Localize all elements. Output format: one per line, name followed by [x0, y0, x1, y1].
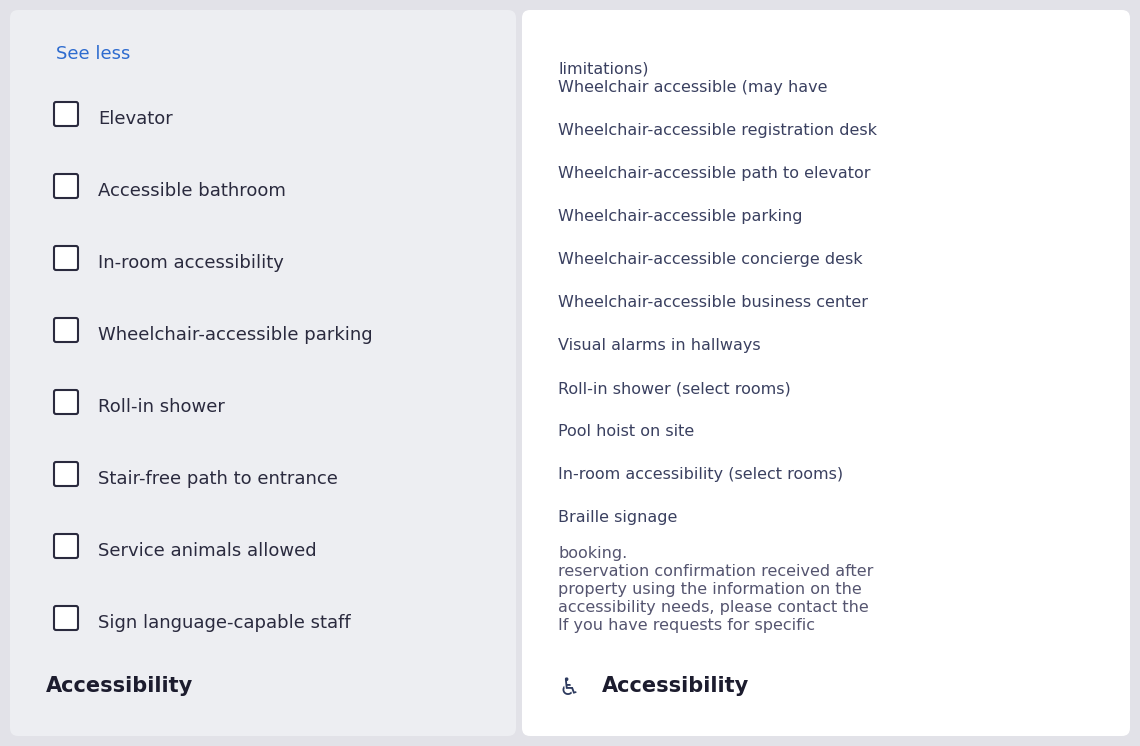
Text: Braille signage: Braille signage — [557, 510, 677, 525]
Text: In-room accessibility: In-room accessibility — [98, 254, 284, 272]
Text: Elevator: Elevator — [98, 110, 173, 128]
Text: In-room accessibility (select rooms): In-room accessibility (select rooms) — [557, 467, 844, 482]
Text: Wheelchair-accessible parking: Wheelchair-accessible parking — [98, 326, 373, 344]
Text: Wheelchair accessible (may have: Wheelchair accessible (may have — [557, 80, 828, 95]
Text: booking.: booking. — [557, 546, 627, 561]
Text: If you have requests for specific: If you have requests for specific — [557, 618, 815, 633]
Text: See less: See less — [56, 45, 130, 63]
Text: Wheelchair-accessible concierge desk: Wheelchair-accessible concierge desk — [557, 252, 863, 267]
FancyBboxPatch shape — [54, 174, 78, 198]
FancyBboxPatch shape — [54, 318, 78, 342]
Text: Wheelchair-accessible business center: Wheelchair-accessible business center — [557, 295, 868, 310]
FancyBboxPatch shape — [54, 390, 78, 414]
FancyBboxPatch shape — [522, 10, 1130, 736]
Text: Accessible bathroom: Accessible bathroom — [98, 182, 286, 200]
Text: Pool hoist on site: Pool hoist on site — [557, 424, 694, 439]
Text: limitations): limitations) — [557, 62, 649, 77]
Text: Wheelchair-accessible parking: Wheelchair-accessible parking — [557, 209, 803, 224]
Text: ♿: ♿ — [557, 676, 579, 700]
FancyBboxPatch shape — [54, 462, 78, 486]
Text: Visual alarms in hallways: Visual alarms in hallways — [557, 338, 760, 353]
Text: Service animals allowed: Service animals allowed — [98, 542, 317, 560]
FancyBboxPatch shape — [10, 10, 516, 736]
Text: reservation confirmation received after: reservation confirmation received after — [557, 564, 873, 579]
Text: property using the information on the: property using the information on the — [557, 582, 862, 597]
FancyBboxPatch shape — [54, 102, 78, 126]
Text: accessibility needs, please contact the: accessibility needs, please contact the — [557, 600, 869, 615]
Text: Roll-in shower (select rooms): Roll-in shower (select rooms) — [557, 381, 791, 396]
Text: Roll-in shower: Roll-in shower — [98, 398, 225, 416]
Text: Accessibility: Accessibility — [46, 676, 194, 696]
Text: Accessibility: Accessibility — [602, 676, 749, 696]
Text: Wheelchair-accessible registration desk: Wheelchair-accessible registration desk — [557, 123, 877, 138]
Text: Sign language-capable staff: Sign language-capable staff — [98, 614, 351, 632]
FancyBboxPatch shape — [54, 606, 78, 630]
Text: Stair-free path to entrance: Stair-free path to entrance — [98, 470, 337, 488]
Text: Wheelchair-accessible path to elevator: Wheelchair-accessible path to elevator — [557, 166, 871, 181]
FancyBboxPatch shape — [54, 534, 78, 558]
FancyBboxPatch shape — [54, 246, 78, 270]
